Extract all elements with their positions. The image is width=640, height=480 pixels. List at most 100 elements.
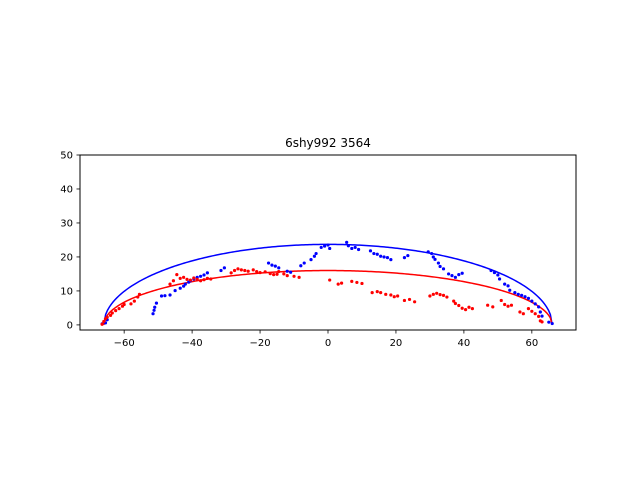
series-1-point-43: [292, 274, 296, 278]
series-0-point-43: [368, 249, 373, 253]
fit-curve-1: [103, 269, 553, 326]
y-tick-label: 20: [60, 252, 73, 263]
series-1-point-57: [396, 294, 400, 298]
series-1-point-18: [182, 275, 186, 279]
series-0-point-3: [151, 312, 155, 316]
series-1-point-20: [188, 278, 193, 282]
series-0-point-70: [508, 288, 512, 292]
series-1-point-70: [460, 306, 464, 310]
series-1-point-65: [441, 293, 446, 297]
series-1-point-83: [530, 309, 534, 313]
series-1-point-0: [100, 322, 104, 326]
series-1-point-25: [205, 276, 209, 280]
series-1-point-77: [503, 302, 507, 307]
y-axis: 0 10 20 30 40 50: [60, 151, 80, 331]
series-0-point-18: [199, 274, 203, 278]
series-0-point-9: [168, 293, 172, 297]
y-tick-label: 50: [60, 151, 73, 162]
series-0-point-45: [375, 252, 379, 256]
series-0-point-69: [506, 284, 510, 288]
series-0-point-36: [326, 243, 330, 247]
series-1-point-26: [209, 277, 213, 281]
series-0-point-6: [154, 301, 159, 305]
y-tick-label: 30: [60, 218, 73, 229]
series-1-point-47: [339, 281, 344, 285]
series-1-point-74: [486, 303, 490, 307]
series-0-point-49: [389, 258, 393, 262]
series-0-point-77: [533, 302, 537, 306]
series-0-point-26: [277, 266, 281, 270]
series-0-point-66: [496, 273, 500, 277]
series-1-point-61: [428, 294, 432, 298]
series-1-point-60: [413, 300, 417, 304]
series-0-point-51: [406, 253, 410, 258]
series-1-point-82: [526, 306, 531, 311]
series-1-point-69: [457, 303, 461, 308]
series-1-point-15: [171, 279, 176, 283]
series-1-point-27: [229, 271, 233, 275]
series-1-point-81: [521, 312, 525, 316]
series-0-point-10: [173, 288, 177, 293]
series-0-point-42: [356, 247, 361, 252]
series-1-point-52: [375, 290, 379, 294]
series-0-point-38: [345, 240, 349, 244]
series-0-point-58: [441, 267, 446, 271]
series-1-point-64: [438, 293, 442, 297]
series-1-point-30: [239, 268, 243, 272]
series-1-point-85: [537, 314, 541, 319]
series-0-point-63: [460, 271, 464, 275]
x-axis: −60 −40 −20 0 20 40 60: [114, 330, 538, 349]
series-0-point-82: [550, 321, 554, 326]
series-0-point-52: [426, 250, 430, 254]
series-0-point-31: [309, 258, 313, 262]
series-1-point-78: [506, 304, 510, 308]
series-0-point-27: [285, 269, 289, 273]
series-0-point-21: [219, 268, 223, 273]
series-1-point-55: [389, 293, 393, 297]
series-0-point-50: [402, 256, 407, 260]
series-1-point-36: [263, 270, 267, 274]
series-0-point-57: [438, 264, 442, 269]
series-0-point-40: [350, 246, 354, 251]
series-0-point-5: [153, 305, 157, 309]
series-0-point-44: [372, 251, 376, 256]
x-tick-label: 0: [325, 338, 331, 349]
series-0-point-68: [503, 282, 507, 286]
series-0-point-73: [520, 293, 524, 297]
series-0-point-22: [222, 266, 226, 270]
plot-area: [100, 240, 554, 326]
series-0-point-20: [205, 271, 209, 275]
series-0-point-80: [540, 314, 544, 318]
series-1-point-28: [232, 268, 237, 273]
series-1-point-9: [122, 302, 126, 307]
series-1-point-66: [445, 295, 449, 299]
series-0-point-7: [159, 294, 164, 298]
series-0-point-72: [516, 292, 520, 296]
series-0-point-25: [273, 264, 277, 268]
x-tick-label: 60: [525, 338, 538, 349]
series-1-point-23: [199, 279, 203, 283]
y-tick-label: 10: [60, 286, 73, 297]
series-1-point-3: [105, 315, 109, 319]
series-1-point-13: [137, 292, 142, 296]
series-1-point-54: [384, 292, 388, 296]
series-1-point-44: [297, 275, 301, 279]
series-1-point-6: [114, 309, 118, 313]
series-0-point-71: [513, 291, 517, 295]
series-0-point-81: [547, 320, 551, 324]
series-1-point-62: [431, 292, 435, 296]
series-1-point-58: [402, 298, 407, 303]
series-0-point-13: [183, 282, 187, 286]
series-1-point-80: [518, 310, 522, 314]
series-0-point-47: [382, 255, 386, 259]
series-1-point-17: [178, 276, 182, 280]
series-0-point-19: [202, 273, 206, 277]
series-1-point-21: [192, 276, 196, 280]
series-0-point-41: [353, 245, 357, 250]
series-1-point-1: [102, 319, 106, 324]
series-0-point-59: [447, 272, 451, 276]
series-1-point-48: [350, 279, 354, 284]
series-1-point-87: [540, 320, 544, 324]
